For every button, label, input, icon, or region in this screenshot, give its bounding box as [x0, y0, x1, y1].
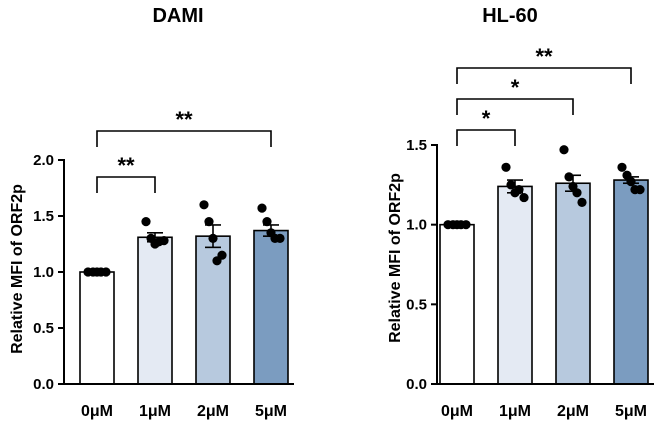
bars — [439, 179, 649, 385]
bar-5uM — [253, 229, 289, 385]
bar-2uM — [555, 182, 591, 385]
data-point — [141, 217, 151, 227]
data-point — [257, 203, 267, 213]
y-tick-label: 0.5 — [33, 320, 54, 337]
data-point — [519, 192, 529, 203]
significance-bracket — [96, 176, 156, 193]
data-point — [617, 162, 627, 172]
bar-1uM — [497, 185, 533, 385]
significance-brackets: ** ** — [96, 107, 272, 193]
significance-label: ** — [175, 107, 193, 132]
significance-brackets: **** — [456, 44, 632, 146]
x-tick-label: 2μM — [197, 403, 229, 420]
bar-0uM — [79, 271, 115, 385]
chart-title: DAMI — [152, 5, 203, 27]
significance-label: ** — [117, 153, 135, 178]
data-point — [275, 233, 285, 243]
error-bars — [147, 224, 279, 249]
data-point — [159, 236, 169, 246]
y-tick-label: 0.0 — [406, 376, 427, 393]
data-point — [101, 267, 111, 277]
data-point — [501, 162, 511, 172]
data-point — [204, 217, 214, 227]
y-axis-ticks: 0.0 0.5 1.0 1.5 2.0 — [33, 152, 64, 393]
y-tick-label: 1.0 — [406, 217, 427, 234]
data-point — [199, 200, 209, 210]
axes — [63, 159, 294, 385]
x-tick-label: 0μM — [81, 403, 113, 420]
y-axis-label: Relative MFI of ORF2p — [9, 184, 26, 354]
data-point — [559, 145, 569, 155]
y-tick-label: 1.0 — [33, 264, 54, 281]
y-axis-label: Relative MFI of ORF2p — [387, 173, 404, 343]
bar-0uM — [439, 223, 475, 385]
data-point — [514, 185, 524, 195]
significance-bracket — [456, 67, 632, 84]
bar-1uM — [137, 236, 173, 385]
x-tick-label: 2μM — [557, 403, 589, 420]
x-tick-label: 1μM — [499, 403, 531, 420]
chart-title: HL-60 — [482, 5, 538, 27]
data-point — [635, 185, 645, 195]
significance-label: * — [511, 75, 520, 100]
y-tick-label: 0.5 — [406, 296, 427, 313]
x-axis-ticks: 0μM 1μM 2μM 5μM — [441, 403, 647, 420]
x-tick-label: 0μM — [441, 403, 473, 420]
significance-label: * — [482, 106, 491, 131]
bar-5uM — [613, 179, 649, 385]
y-tick-label: 2.0 — [33, 152, 54, 169]
y-axis-ticks: 0.0 0.5 1.0 1.5 — [406, 137, 437, 393]
significance-label: ** — [535, 44, 553, 69]
x-tick-label: 5μM — [615, 403, 647, 420]
axes — [436, 144, 654, 385]
data-point — [217, 250, 227, 260]
data-point — [461, 220, 471, 230]
chart-panel-hl-60: HL-60 Relative MFI of ORF2p 0.0 0.5 1.0 1.5… — [387, 5, 654, 420]
significance-bracket — [456, 98, 574, 115]
x-tick-label: 5μM — [255, 403, 287, 420]
y-tick-label: 1.5 — [33, 208, 54, 225]
data-point — [577, 197, 587, 207]
significance-bracket — [456, 129, 516, 146]
x-tick-label: 1μM — [139, 403, 171, 420]
y-tick-label: 0.0 — [33, 376, 54, 393]
bars — [79, 229, 289, 385]
significance-bracket — [96, 130, 272, 147]
data-point — [262, 217, 272, 227]
y-tick-label: 1.5 — [406, 137, 427, 154]
chart-panel-dami: DAMI Relative MFI of ORF2p 0.0 0.5 1.0 1.5 2… — [9, 5, 294, 420]
data-point — [506, 180, 516, 190]
error-bars — [507, 174, 639, 194]
x-axis-ticks: 0μM 1μM 2μM 5μM — [81, 403, 287, 420]
